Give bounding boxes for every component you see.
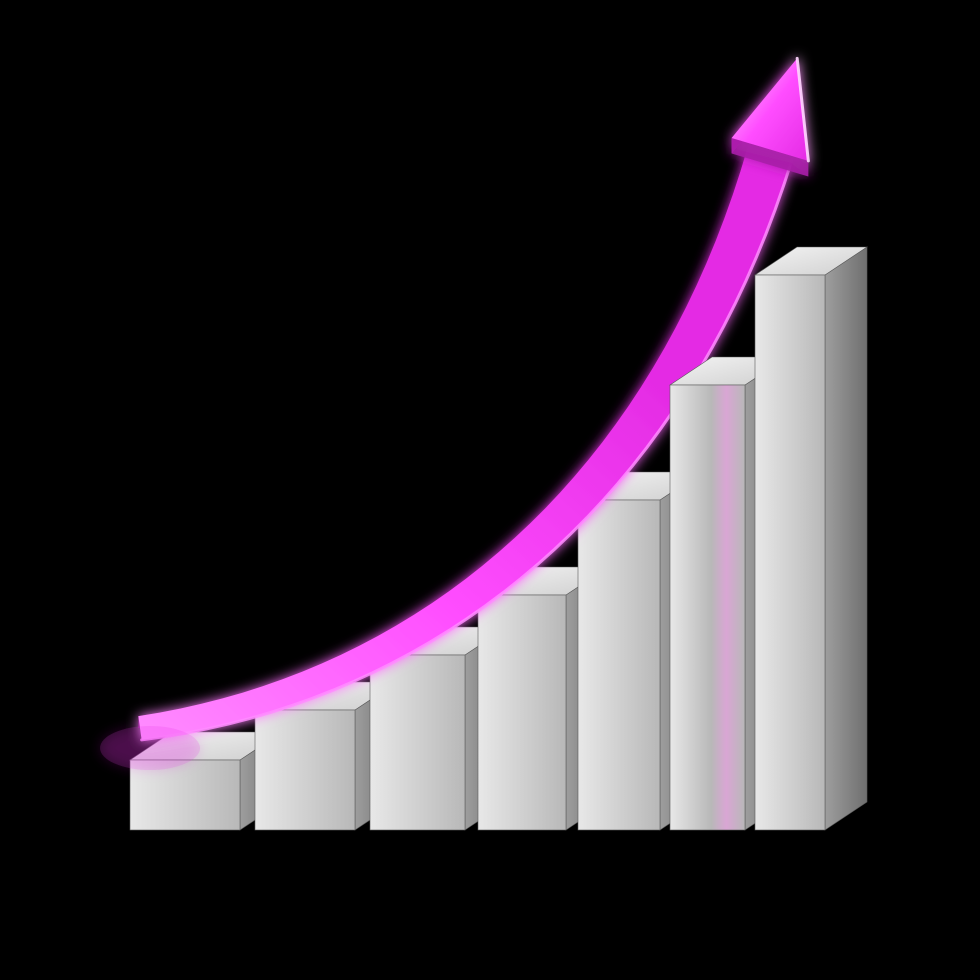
growth-chart	[0, 0, 980, 980]
bar-7	[755, 247, 867, 830]
chart-svg	[0, 0, 980, 980]
